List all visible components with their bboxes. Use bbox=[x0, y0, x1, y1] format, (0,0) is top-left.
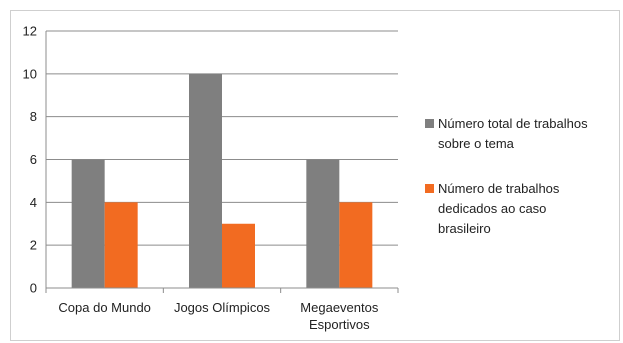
y-tick-label: 6 bbox=[30, 152, 37, 167]
legend-label: brasileiro bbox=[438, 221, 491, 236]
legend: Número total de trabalhos sobre o tema Núm… bbox=[425, 116, 588, 236]
bar-brazil bbox=[222, 223, 255, 288]
bar-brazil bbox=[339, 202, 373, 288]
bar-total bbox=[71, 159, 105, 288]
legend-label: Número total de trabalhos bbox=[438, 116, 588, 131]
bars bbox=[71, 73, 373, 288]
axes bbox=[45, 31, 399, 293]
tick-labels: 0 2 4 6 8 10 12 Copa do Mundo Jogos Olímpicos Meg… bbox=[23, 24, 379, 333]
legend-label: Número de trabalhos bbox=[438, 181, 560, 196]
legend-label: sobre o tema bbox=[438, 136, 515, 151]
y-tick-label: 2 bbox=[30, 238, 37, 253]
bar-brazil bbox=[104, 202, 138, 288]
chart-frame bbox=[10, 10, 620, 341]
y-tick-label: 8 bbox=[30, 109, 37, 124]
legend-swatch-total bbox=[425, 119, 434, 128]
y-tick-label: 10 bbox=[23, 66, 37, 81]
y-tick-label: 0 bbox=[30, 281, 37, 296]
legend-label: dedicados ao caso bbox=[438, 201, 546, 216]
y-tick-label: 4 bbox=[30, 195, 37, 210]
x-tick-label: Esportivos bbox=[309, 317, 370, 332]
x-tick-label: Megaeventos bbox=[300, 300, 379, 315]
x-tick-label: Jogos Olímpicos bbox=[174, 300, 271, 315]
bar-total bbox=[306, 159, 340, 288]
x-tick-label: Copa do Mundo bbox=[58, 300, 151, 315]
legend-swatch-brazil bbox=[425, 184, 434, 193]
bar-total bbox=[189, 73, 222, 288]
y-tick-label: 12 bbox=[23, 24, 37, 39]
